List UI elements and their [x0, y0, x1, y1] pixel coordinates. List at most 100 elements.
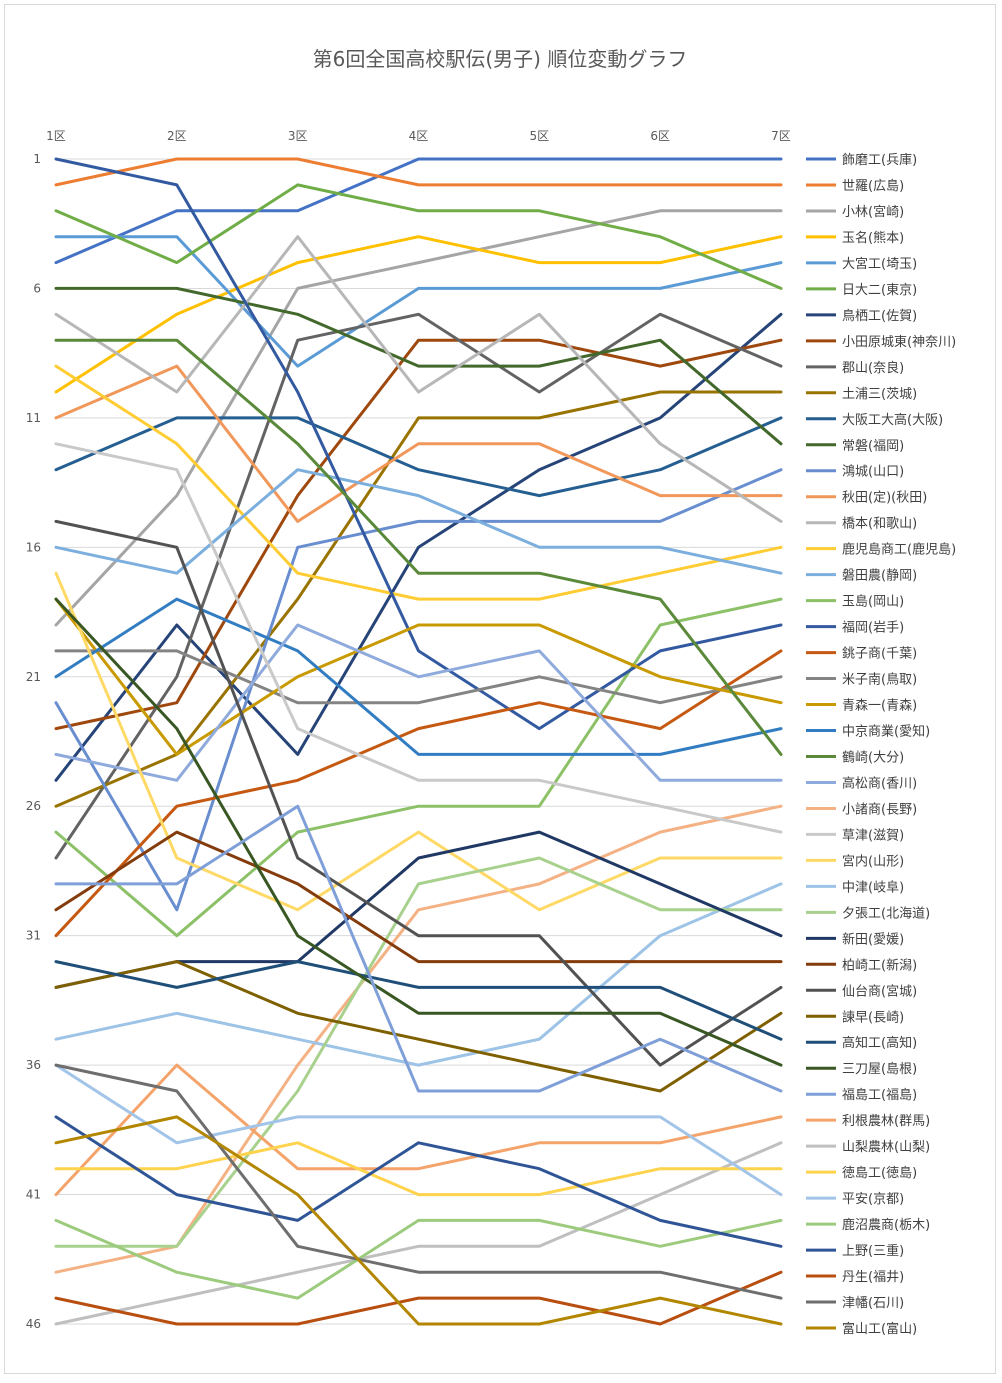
series-line-22: [54, 597, 783, 756]
series-line-3: [54, 209, 783, 627]
legend-entry: 中津(岐阜): [842, 879, 904, 895]
series-line-25: [54, 623, 783, 782]
legend-entry: 中京商業(愛知): [842, 724, 930, 740]
legend-entry: 郡山(奈良): [842, 360, 904, 376]
series-line-29: [54, 882, 783, 1067]
legend-entry: 富山工(富山): [842, 1321, 917, 1337]
legend-entry: 柏崎工(新潟): [842, 957, 917, 973]
series-line-45: [54, 1063, 783, 1300]
y-tick-label: 21: [26, 670, 41, 684]
x-tick-label: 4区: [409, 129, 429, 143]
legend-entry: 宮内(山形): [842, 853, 904, 869]
legend-entry: 秋田(定)(秋田): [842, 491, 927, 506]
series-line-18: [54, 597, 783, 938]
legend-entry: 津幡(石川): [842, 1296, 904, 1311]
legend-entry: 土浦三(茨城): [842, 387, 917, 402]
series-line-28: [54, 571, 783, 912]
legend-entry: 小林(宮崎): [842, 204, 904, 220]
legend-entry: 鴻城(山口): [842, 465, 904, 480]
y-tick-label: 26: [26, 799, 41, 813]
series-line-14: [54, 364, 783, 523]
legend-entry: 諫早(長崎): [842, 1009, 904, 1025]
legend-entry: 三刀屋(島根): [842, 1062, 917, 1077]
legend-entry: 大阪工大高(大阪): [842, 412, 943, 428]
x-tick-label: 2区: [167, 129, 187, 143]
series-line-12: [54, 286, 783, 446]
series-line-1: [54, 157, 783, 265]
legend-entry: 大宮工(埼玉): [842, 256, 917, 272]
legend-entry: 新田(愛媛): [842, 931, 904, 947]
series-line-11: [54, 416, 783, 498]
y-tick-label: 1: [33, 152, 41, 166]
legend-entry: 平安(京都): [842, 1192, 904, 1207]
series-line-46: [54, 1115, 783, 1326]
series-line-7: [54, 312, 783, 782]
x-tick-label: 1区: [46, 129, 66, 143]
legend-entry: 小諸商(長野): [842, 801, 917, 817]
legend-entry: 青森一(青森): [842, 699, 917, 714]
series-line-6: [54, 183, 783, 290]
y-tick-label: 16: [26, 540, 41, 554]
series-line-44: [54, 1270, 783, 1326]
series-line-38: [54, 1063, 783, 1197]
y-tick-label: 11: [26, 411, 41, 425]
series-line-16: [54, 364, 783, 601]
series-line-23: [54, 597, 783, 756]
series-line-21: [54, 649, 783, 705]
legend-entry: 高知工(高知): [842, 1035, 917, 1051]
series-line-8: [54, 338, 783, 731]
series-line-9: [54, 312, 783, 860]
series-line-27: [54, 442, 783, 834]
legend-entry: 飾磨工(兵庫): [842, 153, 917, 168]
legend-entry: 福岡(岩手): [842, 621, 904, 636]
series-line-20: [54, 649, 783, 938]
legend: 飾磨工(兵庫) 世羅(広島) 小林(宮崎) 玉名(熊本) 大宮工(埼玉) 日大二(東京) 鳥…: [806, 153, 956, 1337]
legend-entry: 世羅(広島): [842, 179, 904, 194]
series-line-4: [54, 235, 783, 394]
legend-entry: 鹿沼農商(栃木): [842, 1217, 930, 1233]
legend-entry: 高松商(香川): [842, 775, 917, 791]
legend-entry: 徳島工(徳島): [842, 1166, 917, 1181]
legend-entry: 鹿児島商工(鹿児島): [842, 542, 956, 558]
x-tick-label: 6区: [650, 129, 670, 143]
series-line-37: [54, 804, 783, 1093]
legend-entry: 上野(三重): [842, 1243, 904, 1259]
series-line-36: [54, 597, 783, 1067]
series-line-19: [54, 157, 783, 731]
grid-lines: [56, 158, 781, 1325]
legend-entry: 小田原城東(神奈川): [842, 334, 956, 350]
y-tick-label: 36: [26, 1058, 41, 1072]
legend-entry: 丹生(福井): [842, 1270, 904, 1285]
series-line-34: [54, 960, 783, 1093]
y-tick-label: 46: [26, 1317, 41, 1331]
series-line-2: [54, 157, 783, 187]
legend-entry: 夕張工(北海道): [842, 906, 930, 921]
x-tick-label: 3区: [288, 129, 308, 143]
legend-entry: 草津(滋賀): [842, 828, 904, 843]
legend-entry: 山梨農林(山梨): [842, 1140, 930, 1155]
series-line-13: [54, 468, 783, 912]
y-tick-label: 6: [33, 281, 41, 295]
series-line-5: [54, 235, 783, 368]
legend-entry: 橋本(和歌山): [842, 517, 917, 532]
series-line-33: [54, 519, 783, 1067]
series-line-17: [54, 468, 783, 575]
series-line-24: [54, 338, 783, 756]
legend-entry: 玉島(岡山): [842, 595, 904, 610]
x-tick-label: 7区: [771, 129, 791, 143]
x-axis-ticks: 1区 2区 3区 4区 5区 6区 7区: [46, 129, 791, 143]
series-lines: [54, 157, 783, 1326]
legend-entry: 玉名(熊本): [842, 230, 904, 246]
series-line-32: [54, 830, 783, 964]
legend-entry: 利根農林(群馬): [842, 1114, 930, 1129]
legend-entry: 鶴崎(大分): [842, 749, 904, 765]
x-tick-label: 5区: [530, 129, 550, 143]
series-line-40: [54, 1141, 783, 1197]
series-line-35: [54, 960, 783, 1041]
series-line-42: [54, 1218, 783, 1300]
legend-entry: 米子南(鳥取): [842, 672, 917, 688]
legend-entry: 鳥栖工(佐賀): [842, 309, 917, 324]
legend-entry: 仙台商(宮城): [842, 983, 917, 999]
series-line-41: [54, 1063, 783, 1197]
